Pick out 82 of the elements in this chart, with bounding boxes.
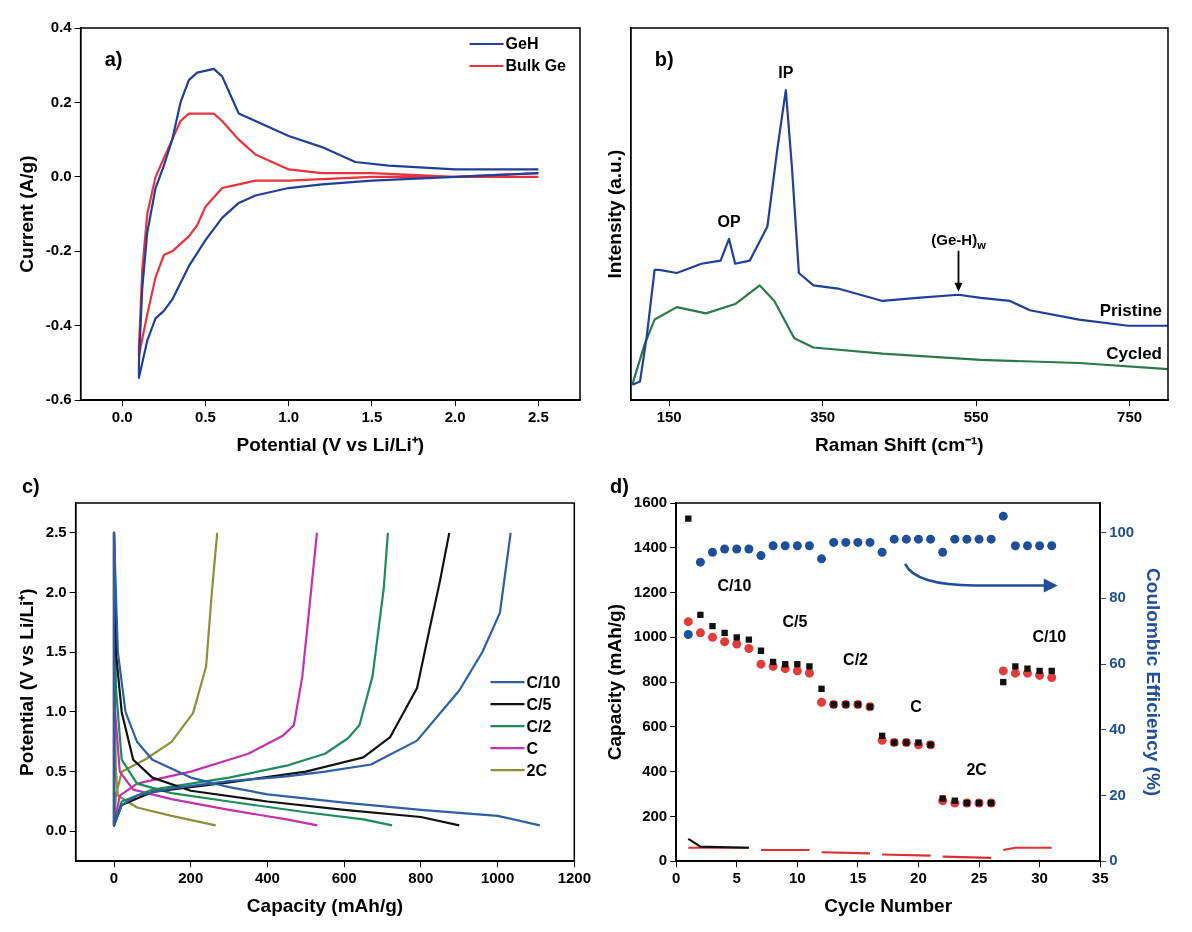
y-tick-label: 0.2 (50, 92, 72, 110)
x-tick-label: 350 (810, 408, 836, 426)
y-tick-label: 1.5 (45, 642, 67, 660)
y-axis-title: Capacity (mAh/g) (603, 603, 625, 761)
x-tick-label: 150 (656, 408, 682, 426)
x-tick-label: 20 (910, 869, 927, 887)
legend-label: Bulk Ge (505, 57, 567, 75)
y-tick-label: 1600 (633, 493, 668, 511)
x-tick-label: 25 (970, 869, 988, 887)
text: b) (654, 48, 674, 70)
y2-tick-label: 60 (1109, 654, 1126, 672)
y-tick-label: 800 (642, 672, 668, 690)
annotation: C/2 (843, 650, 869, 668)
series-label: Pristine (1099, 300, 1162, 320)
x-tick-label: 10 (788, 869, 806, 887)
y-tick-label: 0.0 (50, 167, 72, 185)
x-tick-label: 1.5 (361, 408, 383, 426)
legend-label: 2C (526, 761, 548, 779)
x-tick-label: 0.0 (111, 408, 133, 426)
text: d) (610, 475, 629, 497)
x-tick-label: 2.5 (527, 408, 549, 426)
x-tick-label: 600 (331, 869, 357, 887)
x-tick-label: 0 (672, 869, 681, 887)
x-tick-label: 800 (408, 869, 434, 887)
y-tick-label: 1.0 (45, 702, 67, 720)
annotation: OP (717, 212, 741, 230)
y-tick-label: 1000 (633, 627, 668, 645)
y2-tick-label: 80 (1109, 588, 1126, 606)
y-tick-label: -0.4 (45, 315, 73, 333)
x-tick-label: 200 (178, 869, 204, 887)
x-axis-title: Potential (V vs Li/Li⁺) (236, 433, 425, 455)
legend-label: C/10 (526, 673, 561, 691)
legend-label: GeH (505, 35, 539, 53)
x-tick-label: 1200 (557, 869, 591, 887)
y-tick-label: 0.0 (45, 821, 67, 839)
annotation: a) (104, 48, 123, 70)
x-tick-label: 400 (254, 869, 280, 887)
legend-label: C (526, 739, 539, 757)
y-tick-label: 1200 (633, 582, 668, 600)
y2-tick-label: 0 (1109, 851, 1118, 869)
x-tick-label: 0 (109, 869, 119, 887)
y-tick-label: -0.2 (45, 241, 72, 259)
annotation: C/10 (1032, 628, 1067, 646)
x-tick-label: 35 (1091, 869, 1109, 887)
y-tick-label: 600 (642, 717, 668, 735)
y-axis-title: Potential (V vs Li/Li⁺) (15, 588, 37, 776)
x-tick-label: 2.0 (444, 408, 466, 426)
y-tick-label: 400 (642, 761, 668, 779)
annotation: C (910, 697, 923, 715)
x-axis-title: Cycle Number (824, 894, 953, 916)
annotation: C/10 (717, 576, 752, 594)
y2-tick-label: 100 (1109, 522, 1135, 540)
x-tick-label: 1.0 (278, 408, 300, 426)
x-tick-label: 1000 (480, 869, 515, 887)
annotation: 2C (966, 760, 988, 778)
y-tick-label: -0.6 (45, 390, 72, 408)
y-tick-label: 0.4 (50, 18, 73, 36)
x-tick-label: 30 (1031, 869, 1048, 887)
y2-tick-label: 40 (1109, 719, 1126, 737)
x-tick-label: 550 (963, 408, 989, 426)
text: c) (22, 475, 40, 497)
x-tick-label: 0.5 (195, 408, 216, 426)
y2-tick-label: 20 (1109, 785, 1126, 803)
x-axis-title: Capacity (mAh/g) (246, 894, 404, 916)
annotation: C/5 (782, 612, 808, 630)
annotation: IP (778, 64, 794, 82)
y-tick-label: 0 (658, 851, 668, 869)
y-tick-label: 2.5 (45, 522, 67, 540)
x-tick-label: 15 (849, 869, 867, 887)
series-label: Cycled (1106, 344, 1162, 364)
legend-label: C/5 (526, 695, 552, 713)
y-axis-title: Intensity (a.u.) (603, 149, 625, 279)
y-axis-title: Current (A/g) (15, 155, 37, 273)
y2-axis-title: Coulombic Efficiency (%) (1143, 568, 1165, 797)
x-tick-label: 5 (732, 869, 741, 887)
legend-label: C/2 (526, 717, 552, 735)
y-tick-label: 0.5 (45, 761, 67, 779)
y-tick-label: 1400 (633, 537, 668, 555)
x-tick-label: 750 (1117, 408, 1143, 426)
y-tick-label: 2.0 (45, 582, 67, 600)
y-tick-label: 200 (642, 806, 668, 824)
x-axis-title: Raman Shift (cm⁻¹) (815, 433, 984, 455)
